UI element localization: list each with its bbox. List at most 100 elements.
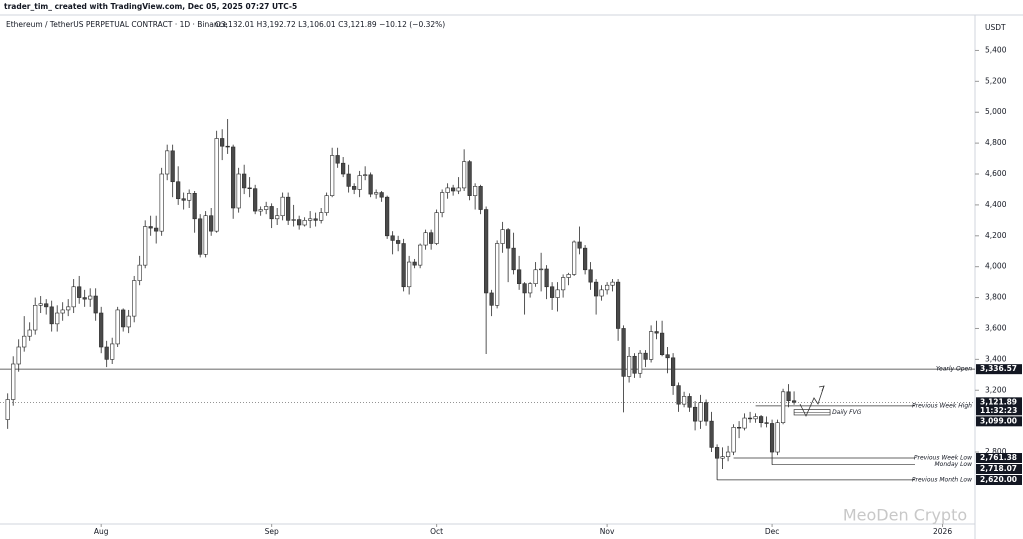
level-name: Previous Week Low (914, 455, 972, 462)
candle-body (22, 335, 27, 348)
candle-body (93, 295, 98, 314)
price-box-label: 2,718.07 (980, 464, 1017, 473)
x-tick-label: 2026 (933, 527, 952, 536)
candle-body (198, 218, 203, 255)
candle-body (363, 174, 368, 176)
candle-body (313, 218, 318, 221)
candle-body (731, 427, 736, 453)
candle-body (753, 416, 758, 420)
candle-body (736, 427, 742, 429)
watermark: MeoDen Crypto (843, 506, 967, 525)
projection-path (799, 385, 825, 417)
candle-body (627, 355, 632, 377)
candle-body (341, 162, 346, 175)
candle-body (566, 274, 571, 278)
y-tick-label: 3,600 (985, 323, 1007, 332)
y-tick-label: 5,200 (985, 76, 1007, 85)
candle-body (148, 226, 153, 229)
candle-body (643, 352, 648, 360)
level-name: Previous Month Low (912, 476, 972, 483)
candle-body (654, 331, 659, 334)
candle-body (577, 241, 582, 249)
candle-body (594, 281, 599, 297)
candle-body (374, 192, 379, 195)
candle-body (687, 396, 692, 408)
candle-body (599, 289, 604, 297)
candle-body (484, 209, 489, 294)
candle-body (242, 173, 247, 189)
candle-body (583, 247, 588, 271)
candle-body (77, 286, 82, 298)
candle-body (379, 192, 384, 198)
candle-body (511, 247, 516, 271)
candle-body (99, 312, 104, 348)
candle-body (247, 187, 252, 190)
candle-body (429, 232, 434, 244)
candle-body (187, 193, 192, 201)
candle-body (550, 286, 555, 298)
candle-body (170, 150, 175, 183)
candle-body (632, 355, 637, 374)
candle-body (786, 391, 791, 402)
candle-body (418, 244, 423, 266)
candle-body (659, 332, 665, 356)
y-tick-label: 5,000 (985, 107, 1007, 116)
candle-body (154, 227, 159, 232)
x-tick-label: Aug (94, 527, 109, 536)
candle-body (357, 175, 362, 190)
price-box (976, 397, 1022, 416)
candle-body (137, 264, 142, 281)
candle-body (412, 261, 417, 266)
candle-body (291, 219, 296, 221)
candle-body (231, 146, 236, 209)
candle-body (346, 173, 351, 187)
y-tick-label: 3,800 (985, 293, 1007, 302)
candle-body (467, 161, 472, 196)
candle-body (638, 352, 643, 374)
candle-body (225, 145, 230, 148)
credit: trader_tim_ created with TradingView.com… (4, 2, 297, 11)
candle-body (791, 400, 797, 403)
x-tick-label: Dec (765, 527, 780, 536)
candle-body (445, 187, 450, 193)
candle-body (434, 212, 439, 244)
y-tick-label: 4,600 (985, 169, 1007, 178)
candle-body (473, 186, 478, 196)
candle-body (456, 187, 461, 192)
price-box-label: 3,336.57 (980, 364, 1017, 373)
candle-body (253, 188, 258, 212)
candle-body (692, 406, 698, 422)
candle-body (747, 417, 753, 420)
candle-body (725, 451, 731, 457)
price-box-label: 2,620.00 (980, 475, 1017, 484)
x-tick-label: Sep (265, 527, 279, 536)
candle-body (742, 417, 747, 429)
y-tick-label: 4,400 (985, 200, 1007, 209)
candle-body (49, 306, 54, 325)
candle-body (681, 396, 687, 405)
candle-body (500, 229, 505, 244)
candle-body (396, 240, 401, 244)
candle-body (698, 402, 703, 422)
candle-body (555, 289, 560, 298)
candle-body (605, 284, 610, 291)
candle-body (82, 297, 87, 300)
candle-body (38, 303, 43, 306)
candle-body (269, 206, 274, 220)
candle-body (104, 346, 109, 360)
candle-body (220, 138, 225, 147)
price-box-label: 3,121.89 (980, 397, 1017, 406)
y-tick-label: 4,000 (985, 262, 1007, 271)
y-tick-label: 3,200 (985, 385, 1007, 394)
candle-body (275, 215, 280, 220)
candle-body (280, 196, 285, 217)
candle-body (258, 209, 263, 212)
candle-body (55, 312, 60, 325)
price-box (976, 475, 1022, 486)
candle-body (648, 331, 654, 360)
candle-body (670, 357, 676, 386)
y-tick-label: 3,400 (985, 354, 1007, 363)
candle-body (143, 226, 148, 266)
candle-body (159, 173, 164, 232)
